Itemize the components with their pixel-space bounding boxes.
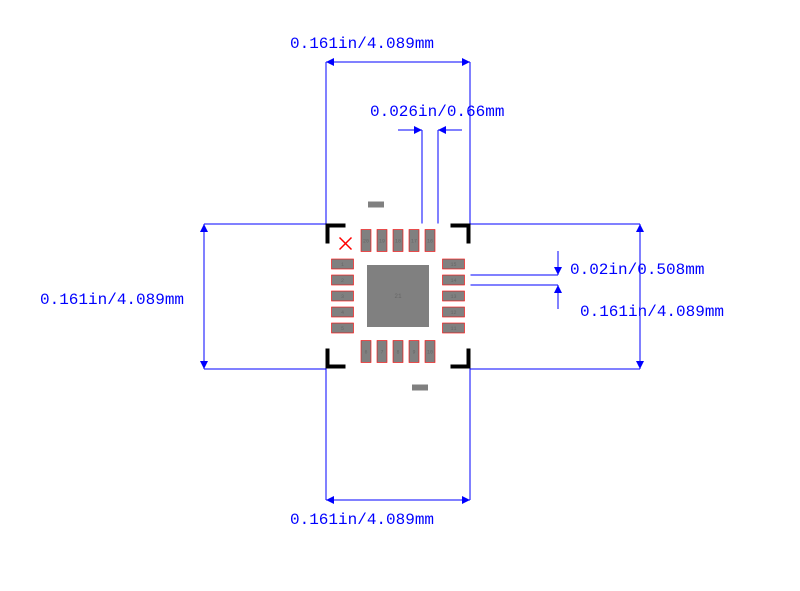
qfn-package-drawing <box>0 0 800 591</box>
